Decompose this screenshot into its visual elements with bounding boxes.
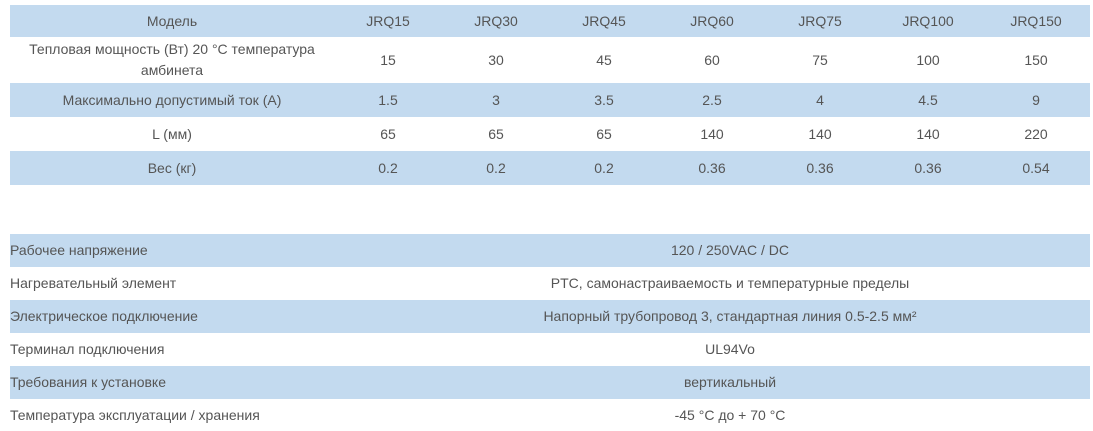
table-cell: 0.36 xyxy=(874,151,982,185)
table-row: Рабочее напряжение 120 / 250VAC / DC xyxy=(10,234,1090,267)
header-model-cell: JRQ150 xyxy=(982,5,1090,37)
table-cell: 9 xyxy=(982,83,1090,117)
property-label: Требования к установке xyxy=(10,366,370,399)
property-label: Рабочее напряжение xyxy=(10,234,370,267)
table-cell: 0.54 xyxy=(982,151,1090,185)
property-value: 120 / 250VAC / DC xyxy=(370,234,1090,267)
table-cell: 60 xyxy=(704,51,720,68)
property-value: Напорный трубопровод 3, стандартная лини… xyxy=(370,300,1090,333)
table-cell: 65 xyxy=(488,125,504,142)
table-cell: 65 xyxy=(596,125,612,142)
row-label: Максимально допустимый ток (А) xyxy=(10,83,334,117)
table-cell: 140 xyxy=(808,125,832,142)
table-cell: 65 xyxy=(380,125,396,142)
row-label: Тепловая мощность (Вт) 20 °C температура… xyxy=(29,41,315,78)
table-row: Вес (кг) 0.2 0.2 0.2 0.36 0.36 0.36 0.54 xyxy=(10,151,1090,185)
table-cell: 0.2 xyxy=(442,151,550,185)
header-model-cell: JRQ75 xyxy=(766,5,874,37)
table-cell: 4 xyxy=(766,83,874,117)
header-model-cell: JRQ45 xyxy=(550,5,658,37)
table-cell: 0.36 xyxy=(766,151,874,185)
property-value: -45 °C до + 70 °C xyxy=(674,406,786,423)
table-cell: 75 xyxy=(812,51,828,68)
table-cell: 150 xyxy=(1024,51,1048,68)
header-model-cell: JRQ60 xyxy=(658,5,766,37)
table-row: Максимально допустимый ток (А) 1.5 3 3.5… xyxy=(10,83,1090,117)
properties-spec-table: Рабочее напряжение 120 / 250VAC / DC Наг… xyxy=(10,234,1090,431)
table-row: Температура эксплуатации / хранения -45 … xyxy=(10,399,1090,431)
property-label: Терминал подключения xyxy=(10,341,165,357)
property-value: вертикальный xyxy=(370,366,1090,399)
table-row: Требования к установке вертикальный xyxy=(10,366,1090,399)
table-row: Электрическое подключение Напорный трубо… xyxy=(10,300,1090,333)
table-cell: 2.5 xyxy=(658,83,766,117)
header-model-cell: JRQ30 xyxy=(442,5,550,37)
table-header-row: Модель JRQ15 JRQ30 JRQ45 JRQ60 JRQ75 JRQ… xyxy=(10,5,1090,37)
property-label: Электрическое подключение xyxy=(10,300,370,333)
models-spec-table: Модель JRQ15 JRQ30 JRQ45 JRQ60 JRQ75 JRQ… xyxy=(10,5,1090,185)
table-row: Тепловая мощность (Вт) 20 °C температура… xyxy=(10,37,1090,83)
table-cell: 220 xyxy=(1024,125,1048,142)
header-model-cell: JRQ100 xyxy=(874,5,982,37)
table-cell: 140 xyxy=(916,125,940,142)
table-row: Нагревательный элемент PTC, самонастраив… xyxy=(10,267,1090,300)
table-row: Терминал подключения UL94Vo xyxy=(10,333,1090,366)
row-label: Вес (кг) xyxy=(10,151,334,185)
header-label-model: Модель xyxy=(10,5,334,37)
table-cell: 30 xyxy=(488,51,504,68)
property-label: Температура эксплуатации / хранения xyxy=(10,406,260,423)
table-cell: 15 xyxy=(380,51,396,68)
table-cell: 4.5 xyxy=(874,83,982,117)
property-value: UL94Vo xyxy=(705,341,755,357)
table-cell: 3.5 xyxy=(550,83,658,117)
header-model-cell: JRQ15 xyxy=(334,5,442,37)
row-label: L (мм) xyxy=(152,125,192,142)
table-cell: 140 xyxy=(700,125,724,142)
property-label: Нагревательный элемент xyxy=(10,275,177,291)
table-cell: 100 xyxy=(916,51,940,68)
table-cell: 3 xyxy=(442,83,550,117)
property-value: PTC, самонастраиваемость и температурные… xyxy=(550,275,910,291)
table-row: L (мм) 65 65 65 140 140 140 220 xyxy=(10,117,1090,151)
table-cell: 45 xyxy=(596,51,612,68)
table-cell: 0.2 xyxy=(550,151,658,185)
table-cell: 0.2 xyxy=(334,151,442,185)
table-cell: 0.36 xyxy=(658,151,766,185)
table-cell: 1.5 xyxy=(334,83,442,117)
